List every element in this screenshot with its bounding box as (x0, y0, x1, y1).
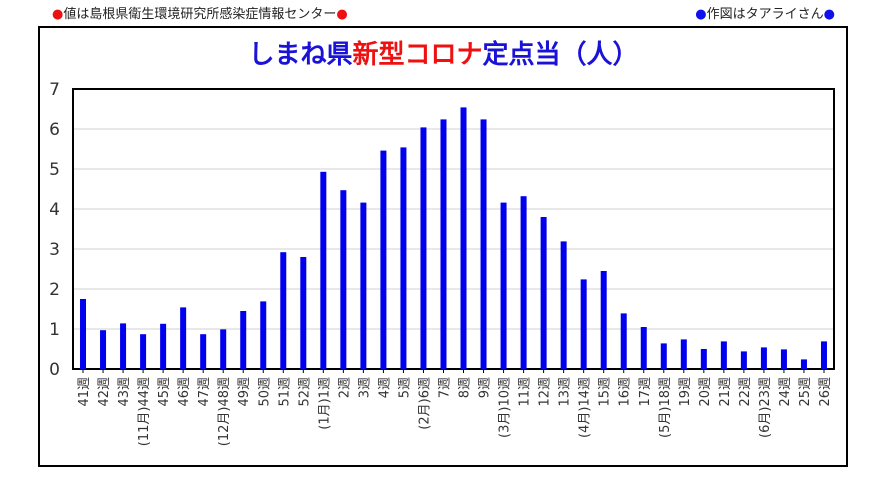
x-tick-label: 8週 (458, 377, 473, 398)
bar (240, 311, 247, 369)
x-tick-label: 47週 (197, 377, 212, 407)
plot-area (72, 88, 835, 370)
y-tick-label: 7 (49, 80, 60, 100)
bar (260, 301, 267, 369)
bar (600, 271, 607, 369)
blue-dot-icon: ● (823, 7, 835, 22)
bar (640, 327, 647, 369)
x-tick-label: 19週 (678, 377, 693, 407)
bar (560, 241, 567, 369)
bar (460, 107, 467, 370)
bar (800, 359, 807, 369)
x-tick-label: (3月)10週 (498, 377, 513, 438)
x-tick-label: 4週 (377, 377, 392, 398)
red-dot-icon: ● (52, 7, 64, 22)
bar (160, 323, 167, 369)
y-tick-label: 6 (49, 120, 60, 140)
bar (420, 127, 427, 370)
x-tick-label: (5月)18週 (658, 377, 673, 438)
bar (760, 347, 767, 369)
bar (300, 257, 307, 369)
bar (340, 190, 347, 369)
x-tick-label: 22週 (738, 377, 753, 407)
x-tick-label: (2月)6週 (417, 377, 432, 430)
author-note-text: 作図はタアライさん (706, 7, 824, 22)
x-tick-label: 45週 (157, 377, 172, 407)
bar (380, 150, 387, 369)
x-tick-label: 5週 (397, 377, 412, 398)
bar (500, 202, 507, 369)
bar (740, 351, 747, 369)
bar (320, 171, 327, 369)
title-part-3: 定点当（人） (482, 40, 639, 70)
bar (280, 252, 287, 369)
x-tick-label: 43週 (117, 377, 132, 407)
x-tick-label: (4月)14週 (578, 377, 593, 438)
bar (720, 341, 727, 369)
bar (540, 217, 547, 369)
x-tick-label: 41週 (77, 377, 92, 407)
x-tick-label: 25週 (798, 377, 813, 407)
x-tick-label: 51週 (277, 377, 292, 407)
x-tick-label: (12月)48週 (217, 377, 232, 446)
x-tick-label: 7週 (437, 377, 452, 398)
bar (100, 330, 107, 369)
bar (440, 119, 447, 370)
bar (660, 343, 667, 369)
bar (180, 307, 187, 369)
chart-title: しまね県新型コロナ定点当（人） (0, 34, 887, 71)
y-tick-label: 1 (49, 320, 60, 340)
red-dot-icon: ● (336, 7, 348, 22)
x-tick-label: 12週 (538, 377, 553, 407)
x-tick-label: 50週 (257, 377, 272, 407)
x-tick-label: 21週 (718, 377, 733, 407)
x-tick-label: 3週 (357, 377, 372, 398)
bar (360, 202, 367, 369)
bar (520, 196, 527, 369)
bar (820, 341, 827, 369)
source-note: ●値は島根県衛生環境研究所感染症情報センター● (52, 3, 348, 22)
chart-frame (38, 26, 848, 467)
bar (80, 299, 87, 369)
bar (140, 334, 147, 369)
bar (400, 147, 407, 369)
x-tick-label: 46週 (177, 377, 192, 407)
title-part-1: しまね県 (248, 40, 353, 70)
x-tick-label: 24週 (778, 377, 793, 407)
x-tick-label: 42週 (97, 377, 112, 407)
y-tick-label: 3 (49, 240, 60, 260)
author-note: ●作図はタアライさん● (695, 3, 835, 22)
bar (700, 349, 707, 369)
x-tick-label: (11月)44週 (137, 377, 152, 446)
x-tick-label: (1月)1週 (317, 377, 332, 430)
y-tick-label: 5 (49, 160, 60, 180)
y-tick-label: 4 (49, 200, 60, 220)
x-tick-label: 15週 (598, 377, 613, 407)
source-note-text: 値は島根県衛生環境研究所感染症情報センター (63, 7, 337, 22)
x-tick-label: 17週 (638, 377, 653, 407)
bar (580, 279, 587, 369)
x-tick-label: 2週 (337, 377, 352, 398)
x-tick-label: 26週 (818, 377, 833, 407)
bar (680, 339, 687, 369)
bar (620, 313, 627, 369)
x-tick-label: 20週 (698, 377, 713, 407)
x-tick-label: 52週 (297, 377, 312, 407)
x-tick-label: 11週 (518, 377, 533, 407)
blue-dot-icon: ● (695, 7, 707, 22)
bar (480, 119, 487, 370)
x-tick-label: (6月)23週 (758, 377, 773, 438)
bar (200, 334, 207, 369)
x-tick-label: 9週 (478, 377, 493, 398)
bar (120, 323, 127, 369)
x-tick-label: 16週 (618, 377, 633, 407)
bar (220, 329, 227, 369)
x-tick-label: 13週 (558, 377, 573, 407)
title-part-2: 新型コロナ (352, 40, 483, 70)
bar (780, 349, 787, 369)
x-tick-label: 49週 (237, 377, 252, 407)
y-tick-label: 0 (49, 360, 60, 380)
y-tick-label: 2 (49, 280, 60, 300)
